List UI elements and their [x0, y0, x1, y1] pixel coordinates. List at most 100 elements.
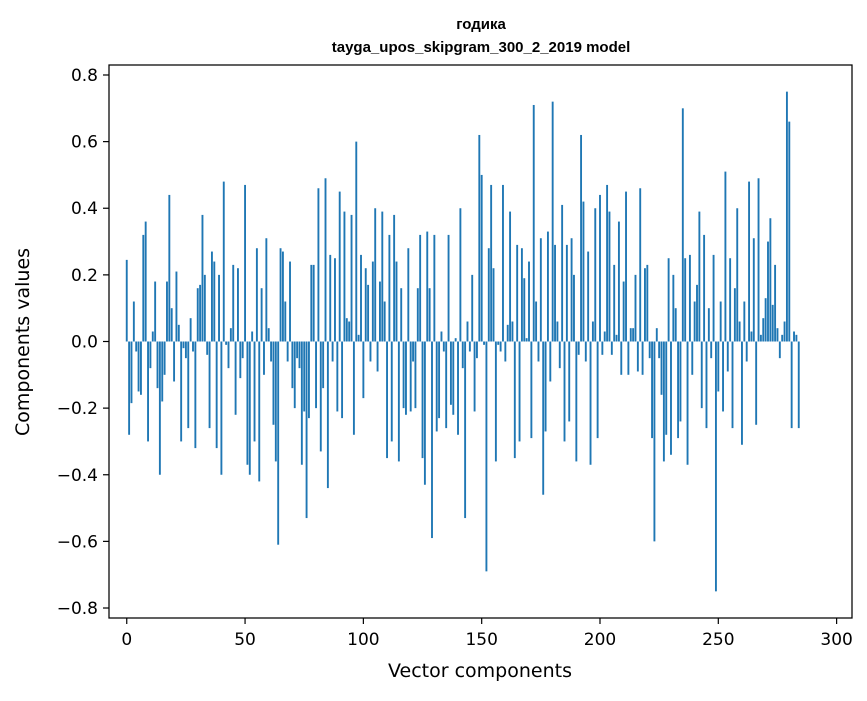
bar-100 — [362, 341, 365, 399]
bar-71 — [293, 341, 296, 409]
bar-143 — [464, 341, 467, 519]
bar-244 — [703, 234, 706, 342]
bar-256 — [731, 341, 734, 429]
bar-278 — [783, 321, 786, 342]
y-axis-label: Components values — [12, 248, 34, 436]
bar-141 — [459, 208, 462, 342]
bar-204 — [608, 211, 611, 342]
bar-66 — [281, 251, 284, 342]
bar-277 — [781, 334, 784, 342]
bar-212 — [627, 341, 630, 375]
bar-99 — [360, 254, 362, 342]
bar-91 — [341, 341, 344, 419]
bar-12 — [154, 281, 157, 342]
bar-53 — [251, 331, 254, 342]
bar-224 — [655, 328, 658, 342]
bar-222 — [651, 341, 653, 439]
bar-174 — [537, 341, 540, 362]
bar-128 — [428, 288, 431, 342]
bar-234 — [679, 341, 682, 422]
bar-260 — [741, 341, 743, 445]
bar-21 — [175, 271, 178, 342]
bar-96 — [352, 341, 355, 435]
bar-58 — [263, 341, 265, 375]
bar-98 — [357, 334, 360, 342]
bar-138 — [452, 341, 455, 415]
bar-154 — [490, 184, 493, 342]
bar-0 — [125, 259, 128, 342]
bar-237 — [686, 341, 689, 465]
bar-112 — [390, 341, 393, 442]
bar-188 — [570, 238, 573, 342]
bar-10 — [149, 341, 152, 369]
bar-41 — [222, 181, 225, 342]
bar-173 — [535, 301, 538, 342]
x-axis-ticks: 0 50 100 150 200 250 300 — [121, 618, 853, 650]
bar-54 — [253, 341, 256, 442]
bar-223 — [653, 341, 656, 542]
bar-239 — [691, 341, 694, 375]
bar-92 — [343, 211, 346, 342]
bar-132 — [438, 341, 441, 419]
bar-134 — [442, 341, 445, 352]
y-tick-label: −0.8 — [57, 599, 98, 619]
bar-117 — [402, 341, 405, 409]
bar-3 — [132, 301, 135, 342]
bar-255 — [729, 258, 732, 342]
bar-82 — [319, 341, 322, 452]
bar-77 — [308, 341, 310, 419]
bar-40 — [220, 341, 223, 475]
bar-271 — [767, 241, 769, 342]
bar-250 — [717, 341, 720, 392]
bar-149 — [478, 134, 481, 342]
bar-191 — [577, 341, 580, 355]
bar-152 — [485, 341, 488, 572]
bar-162 — [509, 211, 512, 342]
bar-74 — [300, 341, 303, 465]
bar-32 — [201, 214, 204, 342]
bar-14 — [158, 341, 161, 475]
bar-247 — [710, 341, 713, 359]
bar-1 — [128, 341, 131, 435]
bar-184 — [561, 204, 564, 342]
bar-47 — [237, 268, 239, 342]
bar-199 — [596, 341, 599, 439]
bar-235 — [681, 108, 684, 342]
bar-97 — [355, 141, 358, 342]
bar-254 — [726, 341, 729, 372]
bar-153 — [487, 248, 490, 342]
bar-193 — [582, 201, 585, 342]
bar-38 — [215, 341, 218, 449]
bar-186 — [565, 244, 568, 342]
bar-209 — [620, 341, 623, 375]
bars — [125, 91, 800, 592]
bar-57 — [260, 288, 263, 342]
y-tick-label: 0.0 — [71, 333, 98, 353]
bar-217 — [639, 188, 642, 342]
bar-230 — [670, 341, 672, 455]
bar-208 — [617, 221, 620, 342]
bar-90 — [338, 191, 341, 342]
bar-262 — [745, 341, 748, 362]
bar-203 — [606, 184, 609, 342]
y-tick-label: −0.6 — [57, 532, 98, 552]
bar-200 — [599, 194, 601, 342]
bar-273 — [771, 304, 774, 342]
bar-5 — [137, 341, 140, 392]
bar-69 — [289, 261, 291, 342]
y-tick-label: −0.4 — [57, 466, 98, 486]
bar-170 — [528, 261, 530, 342]
bar-281 — [790, 341, 793, 429]
bar-171 — [530, 341, 533, 439]
bar-89 — [336, 341, 339, 412]
x-tick-label: 250 — [702, 630, 734, 650]
bar-257 — [733, 288, 736, 342]
bar-207 — [615, 334, 618, 342]
bar-172 — [532, 104, 535, 342]
bar-145 — [468, 341, 471, 352]
bar-157 — [497, 341, 500, 345]
bar-240 — [693, 301, 696, 342]
bar-35 — [208, 341, 211, 429]
bar-22 — [177, 324, 180, 342]
bar-284 — [797, 341, 800, 429]
